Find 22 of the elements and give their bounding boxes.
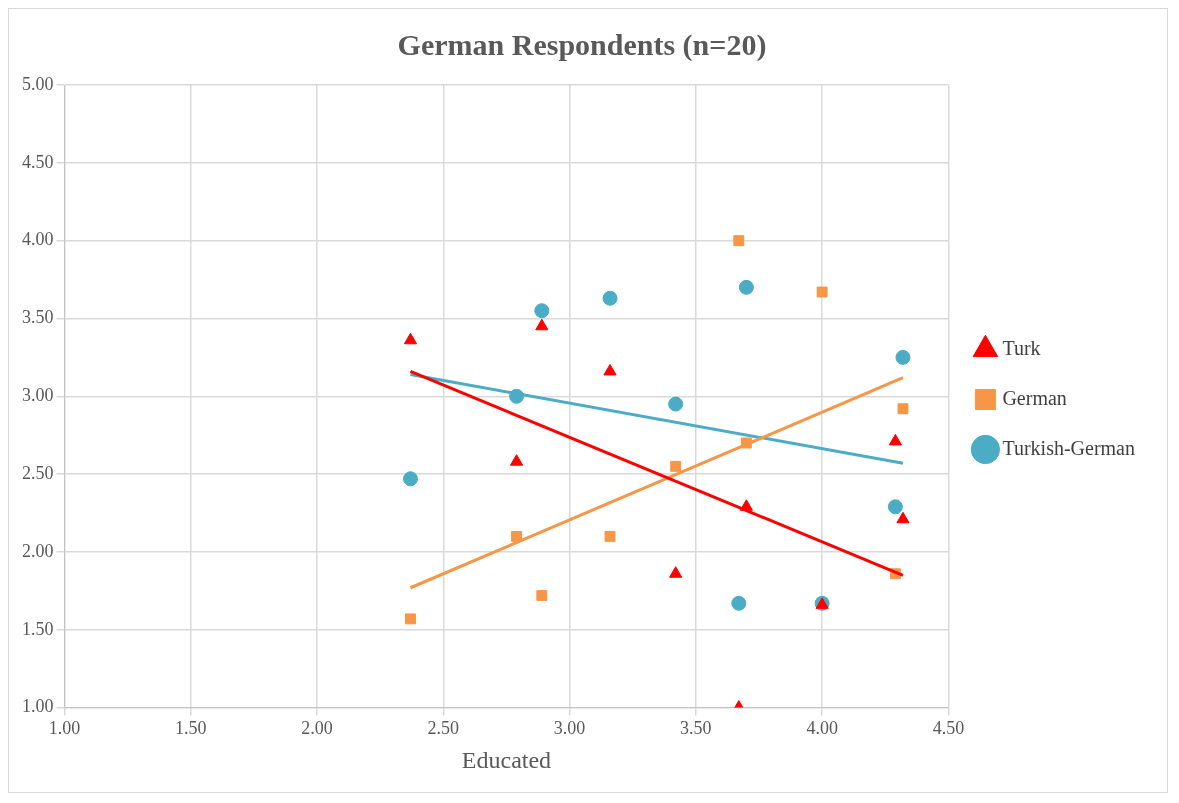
x-tick-label: 3.00 (553, 718, 586, 739)
x-tick-label: 1.00 (48, 718, 81, 739)
legend-label: German (1002, 386, 1067, 409)
y-tick-label: 3.50 (22, 307, 54, 328)
x-tick-label: 3.50 (680, 718, 712, 739)
x-axis-title: Educated (461, 746, 552, 773)
y-tick-label: 3.00 (22, 385, 54, 406)
x-tick-label: 2.50 (427, 718, 460, 739)
y-tick-label: 4.00 (22, 229, 54, 250)
x-tick-label: 2.00 (301, 718, 333, 739)
chart-title: German Respondents (n=20) (397, 27, 767, 62)
x-tick-label: 4.50 (932, 718, 965, 739)
x-tick-label: 1.50 (175, 718, 207, 739)
y-tick-label: 2.00 (22, 540, 54, 561)
legend-label: Turk (1002, 336, 1041, 359)
y-tick-label: 1.50 (22, 618, 54, 639)
y-tick-label: 4.50 (22, 151, 54, 172)
y-tick-label: 1.00 (22, 696, 54, 717)
legend-label: Turkish-German (1002, 436, 1136, 459)
y-tick-label: 5.00 (22, 73, 54, 94)
y-tick-label: 2.50 (22, 462, 54, 483)
x-tick-label: 4.00 (806, 718, 838, 739)
